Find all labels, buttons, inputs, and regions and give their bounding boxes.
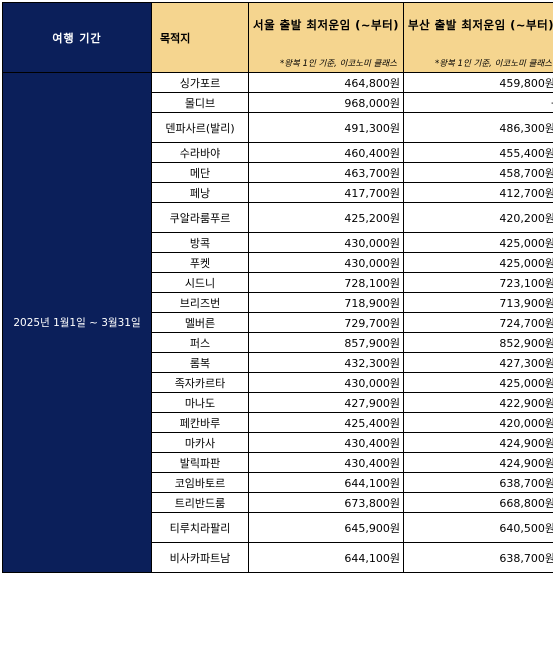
seoul-fare-cell: 491,300원 bbox=[249, 113, 404, 143]
busan-fare-title: 부산 출발 최저운임 (~부터) bbox=[404, 3, 553, 33]
seoul-fare-cell: 673,800원 bbox=[249, 493, 404, 513]
busan-fare-cell: 486,300원 bbox=[404, 113, 553, 143]
destination-cell: 덴파사르(발리) bbox=[152, 113, 249, 143]
seoul-fare-cell: 427,900원 bbox=[249, 393, 404, 413]
seoul-fare-cell: 425,400원 bbox=[249, 413, 404, 433]
busan-fare-cell: 420,000원 bbox=[404, 413, 553, 433]
destination-cell: 쿠알라룸푸르 bbox=[152, 203, 249, 233]
seoul-fare-cell: 968,000원 bbox=[249, 93, 404, 113]
seoul-fare-cell: 417,700원 bbox=[249, 183, 404, 203]
destination-cell: 트리반드룸 bbox=[152, 493, 249, 513]
destination-cell: 마카사 bbox=[152, 433, 249, 453]
seoul-fare-cell: 463,700원 bbox=[249, 163, 404, 183]
destination-cell: 브리즈번 bbox=[152, 293, 249, 313]
busan-fare-cell: 724,700원 bbox=[404, 313, 553, 333]
destination-cell: 마나도 bbox=[152, 393, 249, 413]
busan-fare-cell: 420,200원 bbox=[404, 203, 553, 233]
seoul-fare-cell: 432,300원 bbox=[249, 353, 404, 373]
seoul-fare-title: 서울 출발 최저운임 (~부터) bbox=[249, 3, 403, 33]
destination-cell: 방콕 bbox=[152, 233, 249, 253]
destination-cell: 코임바토르 bbox=[152, 473, 249, 493]
destination-cell: 발릭파판 bbox=[152, 453, 249, 473]
destination-cell: 롬복 bbox=[152, 353, 249, 373]
busan-fare-header: 부산 출발 최저운임 (~부터) *왕복 1인 기준, 이코노미 클래스 bbox=[404, 3, 553, 73]
destination-cell: 티루치라팔리 bbox=[152, 513, 249, 543]
busan-fare-cell: 458,700원 bbox=[404, 163, 553, 183]
fare-table: 여행 기간 목적지 서울 출발 최저운임 (~부터) *왕복 1인 기준, 이코… bbox=[2, 2, 553, 573]
busan-fare-cell: - bbox=[404, 93, 553, 113]
seoul-fare-cell: 430,400원 bbox=[249, 433, 404, 453]
seoul-fare-cell: 460,400원 bbox=[249, 143, 404, 163]
busan-fare-cell: 723,100원 bbox=[404, 273, 553, 293]
destination-cell: 비사카파트남 bbox=[152, 543, 249, 573]
seoul-fare-cell: 425,200원 bbox=[249, 203, 404, 233]
seoul-fare-cell: 430,400원 bbox=[249, 453, 404, 473]
period-cell: 2025년 1월1일 ~ 3월31일 bbox=[3, 73, 152, 573]
destination-cell: 메단 bbox=[152, 163, 249, 183]
seoul-fare-cell: 430,000원 bbox=[249, 373, 404, 393]
header-row: 여행 기간 목적지 서울 출발 최저운임 (~부터) *왕복 1인 기준, 이코… bbox=[3, 3, 553, 73]
busan-fare-cell: 852,900원 bbox=[404, 333, 553, 353]
destination-cell: 푸켓 bbox=[152, 253, 249, 273]
seoul-fare-cell: 718,900원 bbox=[249, 293, 404, 313]
destination-cell: 페칸바루 bbox=[152, 413, 249, 433]
busan-fare-cell: 427,300원 bbox=[404, 353, 553, 373]
destination-cell: 몰디브 bbox=[152, 93, 249, 113]
destination-cell: 수라바야 bbox=[152, 143, 249, 163]
busan-fare-cell: 638,700원 bbox=[404, 473, 553, 493]
destination-cell: 퍼스 bbox=[152, 333, 249, 353]
busan-fare-cell: 640,500원 bbox=[404, 513, 553, 543]
seoul-fare-cell: 729,700원 bbox=[249, 313, 404, 333]
period-header: 여행 기간 bbox=[3, 3, 152, 73]
busan-fare-note: *왕복 1인 기준, 이코노미 클래스 bbox=[404, 57, 553, 69]
busan-fare-cell: 455,400원 bbox=[404, 143, 553, 163]
busan-fare-cell: 713,900원 bbox=[404, 293, 553, 313]
busan-fare-cell: 424,900원 bbox=[404, 453, 553, 473]
seoul-fare-cell: 857,900원 bbox=[249, 333, 404, 353]
busan-fare-cell: 668,800원 bbox=[404, 493, 553, 513]
seoul-fare-cell: 644,100원 bbox=[249, 543, 404, 573]
busan-fare-cell: 412,700원 bbox=[404, 183, 553, 203]
seoul-fare-cell: 464,800원 bbox=[249, 73, 404, 93]
destination-cell: 싱가포르 bbox=[152, 73, 249, 93]
busan-fare-cell: 638,700원 bbox=[404, 543, 553, 573]
busan-fare-cell: 422,900원 bbox=[404, 393, 553, 413]
busan-fare-cell: 424,900원 bbox=[404, 433, 553, 453]
busan-fare-cell: 425,000원 bbox=[404, 373, 553, 393]
destination-cell: 족자카르타 bbox=[152, 373, 249, 393]
destination-header: 목적지 bbox=[152, 3, 249, 73]
seoul-fare-header: 서울 출발 최저운임 (~부터) *왕복 1인 기준, 이코노미 클래스 bbox=[249, 3, 404, 73]
destination-cell: 페낭 bbox=[152, 183, 249, 203]
seoul-fare-cell: 430,000원 bbox=[249, 253, 404, 273]
busan-fare-cell: 425,000원 bbox=[404, 253, 553, 273]
seoul-fare-cell: 728,100원 bbox=[249, 273, 404, 293]
busan-fare-cell: 459,800원 bbox=[404, 73, 553, 93]
seoul-fare-note: *왕복 1인 기준, 이코노미 클래스 bbox=[249, 57, 403, 69]
destination-cell: 시드니 bbox=[152, 273, 249, 293]
seoul-fare-cell: 645,900원 bbox=[249, 513, 404, 543]
destination-cell: 멜버른 bbox=[152, 313, 249, 333]
seoul-fare-cell: 644,100원 bbox=[249, 473, 404, 493]
seoul-fare-cell: 430,000원 bbox=[249, 233, 404, 253]
busan-fare-cell: 425,000원 bbox=[404, 233, 553, 253]
